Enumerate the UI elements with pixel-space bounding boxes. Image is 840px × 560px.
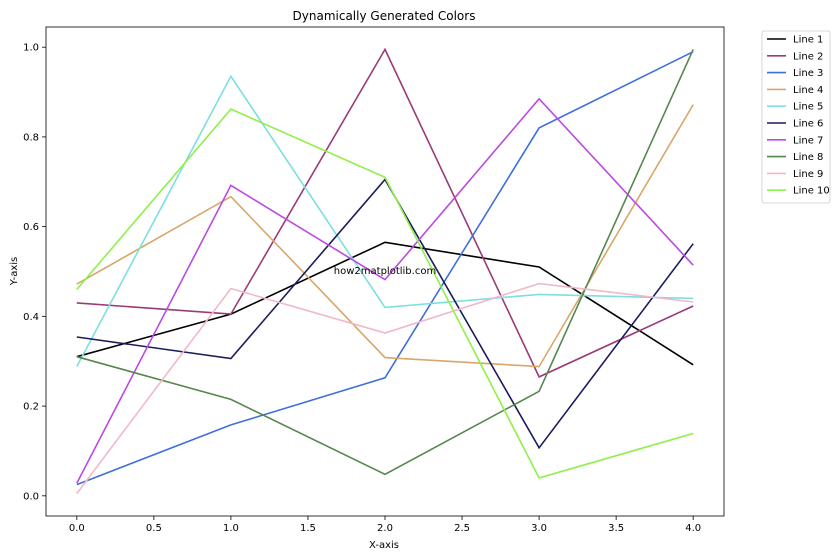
x-tick-label: 3.0 xyxy=(531,523,547,534)
plot-area: how2matplotlib.com xyxy=(45,26,725,517)
series-line-5 xyxy=(76,74,694,367)
y-tick-label: 0.6 xyxy=(23,222,39,233)
series-line-6 xyxy=(76,178,694,450)
chart-title: Dynamically Generated Colors xyxy=(293,9,476,23)
series-line-10 xyxy=(76,108,694,479)
legend-label-4: Line 4 xyxy=(793,85,823,96)
series-line-2 xyxy=(76,47,694,378)
x-axis-label: X-axis xyxy=(369,540,399,551)
legend-label-3: Line 3 xyxy=(793,68,823,79)
y-tick-label: 0.2 xyxy=(23,402,39,413)
legend-label-9: Line 9 xyxy=(793,169,823,180)
x-tick-label: 2.0 xyxy=(377,523,393,534)
series-line-1 xyxy=(76,241,694,366)
x-tick-label: 0.0 xyxy=(69,523,85,534)
y-axis-ticks: 0.0 0.2 0.4 0.6 0.8 1.0 xyxy=(23,43,46,502)
x-tick-label: 4.0 xyxy=(685,523,701,534)
series-line-3 xyxy=(76,50,694,486)
legend-box xyxy=(761,30,831,204)
legend: Line 1 Line 2 Line 3 Line 4 Line 5 Line 6 Line… xyxy=(761,30,831,204)
series-line-8 xyxy=(76,49,694,476)
legend-label-2: Line 2 xyxy=(793,51,823,62)
legend-label-7: Line 7 xyxy=(793,135,823,146)
x-tick-label: 0.5 xyxy=(146,523,162,534)
watermark-annotation: how2matplotlib.com xyxy=(334,266,436,277)
legend-label-8: Line 8 xyxy=(793,152,823,163)
x-tick-label: 1.0 xyxy=(223,523,239,534)
legend-label-1: Line 1 xyxy=(793,35,823,46)
x-tick-label: 2.5 xyxy=(454,523,470,534)
y-tick-label: 1.0 xyxy=(23,43,39,54)
x-tick-label: 1.5 xyxy=(300,523,316,534)
series-line-9 xyxy=(76,282,694,495)
y-tick-label: 0.8 xyxy=(23,132,39,143)
x-axis-ticks: 0.0 0.5 1.0 1.5 2.0 2.5 3.0 3.5 4.0 xyxy=(69,516,701,534)
legend-label-5: Line 5 xyxy=(793,102,823,113)
series-line-7 xyxy=(76,97,694,484)
y-tick-label: 0.4 xyxy=(23,312,39,323)
legend-label-10: Line 10 xyxy=(793,186,830,197)
series-lines xyxy=(76,47,694,495)
y-axis-label: Y-axis xyxy=(9,257,20,287)
x-tick-label: 3.5 xyxy=(608,523,624,534)
y-tick-label: 0.0 xyxy=(23,491,39,502)
legend-label-6: Line 6 xyxy=(793,119,823,130)
series-line-4 xyxy=(76,104,694,368)
